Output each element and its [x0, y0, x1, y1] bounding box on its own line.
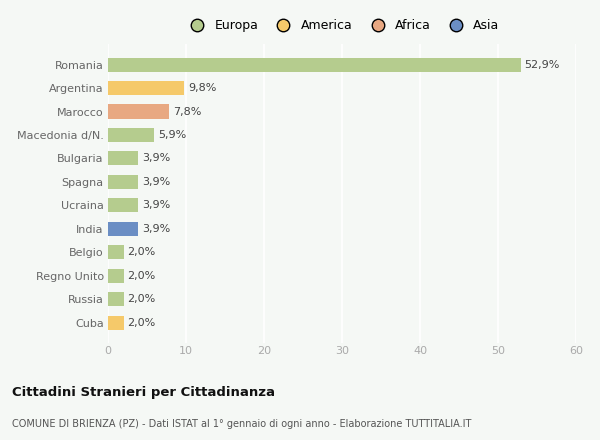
Bar [108, 269, 124, 283]
Bar [108, 292, 124, 306]
Text: 2,0%: 2,0% [128, 271, 156, 281]
Bar [108, 81, 184, 95]
Bar [108, 128, 154, 142]
Bar [108, 198, 139, 213]
Bar [108, 104, 169, 118]
Text: 3,9%: 3,9% [142, 154, 170, 163]
Bar [108, 58, 521, 72]
Text: 2,0%: 2,0% [128, 318, 156, 327]
Text: COMUNE DI BRIENZA (PZ) - Dati ISTAT al 1° gennaio di ogni anno - Elaborazione TU: COMUNE DI BRIENZA (PZ) - Dati ISTAT al 1… [12, 419, 472, 429]
Text: 7,8%: 7,8% [173, 106, 201, 117]
Text: 3,9%: 3,9% [142, 200, 170, 210]
Bar [108, 151, 139, 165]
Text: 2,0%: 2,0% [128, 294, 156, 304]
Text: 9,8%: 9,8% [188, 83, 217, 93]
Text: 3,9%: 3,9% [142, 224, 170, 234]
Bar [108, 315, 124, 330]
Text: 5,9%: 5,9% [158, 130, 186, 140]
Text: Cittadini Stranieri per Cittadinanza: Cittadini Stranieri per Cittadinanza [12, 386, 275, 399]
Text: 2,0%: 2,0% [128, 247, 156, 257]
Bar [108, 175, 139, 189]
Bar [108, 222, 139, 236]
Text: 3,9%: 3,9% [142, 177, 170, 187]
Legend: Europa, America, Africa, Asia: Europa, America, Africa, Asia [179, 15, 505, 37]
Text: 52,9%: 52,9% [524, 60, 560, 70]
Bar [108, 245, 124, 259]
